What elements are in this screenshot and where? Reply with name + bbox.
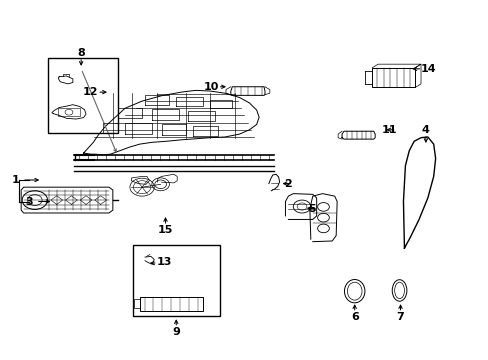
Text: 10: 10 [203,82,219,92]
Text: 14: 14 [420,64,436,74]
Bar [140,297,203,311]
Bar [58,108,80,116]
Text: 13: 13 [157,257,172,267]
Bar [48,58,118,134]
Bar [133,245,220,316]
Text: 1: 1 [11,175,19,185]
Text: 4: 4 [421,125,429,135]
Text: 8: 8 [77,48,85,58]
Text: 12: 12 [83,87,99,97]
Text: 9: 9 [172,327,180,337]
Text: 7: 7 [396,312,404,322]
Text: 3: 3 [25,197,33,207]
Text: 5: 5 [307,204,315,214]
Bar [371,68,414,87]
Text: 15: 15 [158,225,173,235]
Text: 2: 2 [284,179,292,189]
Text: 11: 11 [381,125,397,135]
Text: 6: 6 [350,312,358,322]
